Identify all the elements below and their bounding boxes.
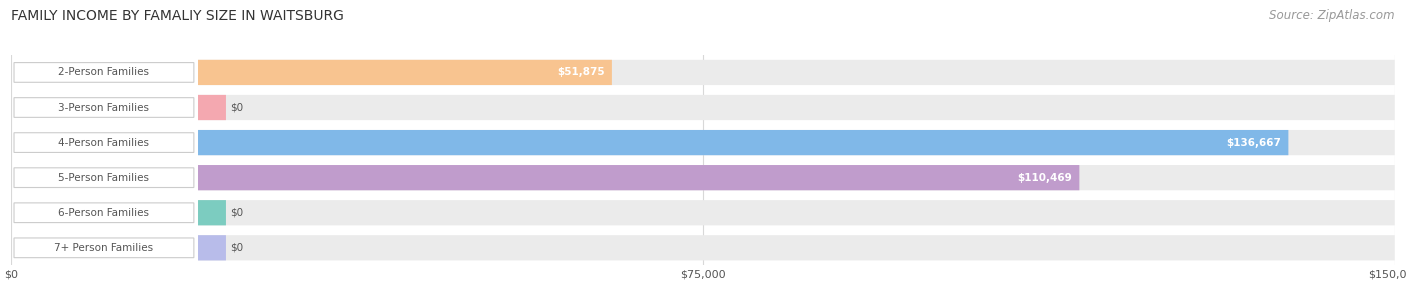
FancyBboxPatch shape (198, 200, 1395, 225)
FancyBboxPatch shape (14, 133, 194, 152)
Text: 4-Person Families: 4-Person Families (59, 138, 149, 148)
Text: $51,875: $51,875 (557, 67, 605, 77)
FancyBboxPatch shape (198, 165, 1080, 190)
FancyBboxPatch shape (14, 203, 194, 223)
Text: $136,667: $136,667 (1226, 138, 1281, 148)
Text: 5-Person Families: 5-Person Families (59, 173, 149, 183)
FancyBboxPatch shape (198, 95, 1395, 120)
FancyBboxPatch shape (198, 95, 226, 120)
FancyBboxPatch shape (198, 130, 1395, 155)
FancyBboxPatch shape (14, 238, 194, 258)
FancyBboxPatch shape (14, 98, 194, 117)
FancyBboxPatch shape (198, 60, 1395, 85)
Text: Source: ZipAtlas.com: Source: ZipAtlas.com (1270, 9, 1395, 22)
FancyBboxPatch shape (198, 165, 1395, 190)
Text: $0: $0 (231, 208, 243, 218)
Text: 6-Person Families: 6-Person Families (59, 208, 149, 218)
Text: $0: $0 (231, 102, 243, 113)
FancyBboxPatch shape (198, 235, 226, 260)
Text: FAMILY INCOME BY FAMALIY SIZE IN WAITSBURG: FAMILY INCOME BY FAMALIY SIZE IN WAITSBU… (11, 9, 344, 23)
Text: $0: $0 (231, 243, 243, 253)
Text: 3-Person Families: 3-Person Families (59, 102, 149, 113)
Text: 7+ Person Families: 7+ Person Families (55, 243, 153, 253)
Text: $110,469: $110,469 (1018, 173, 1073, 183)
Text: 2-Person Families: 2-Person Families (59, 67, 149, 77)
FancyBboxPatch shape (198, 200, 226, 225)
FancyBboxPatch shape (14, 63, 194, 82)
FancyBboxPatch shape (198, 235, 1395, 260)
FancyBboxPatch shape (198, 130, 1288, 155)
FancyBboxPatch shape (198, 60, 612, 85)
FancyBboxPatch shape (14, 168, 194, 188)
